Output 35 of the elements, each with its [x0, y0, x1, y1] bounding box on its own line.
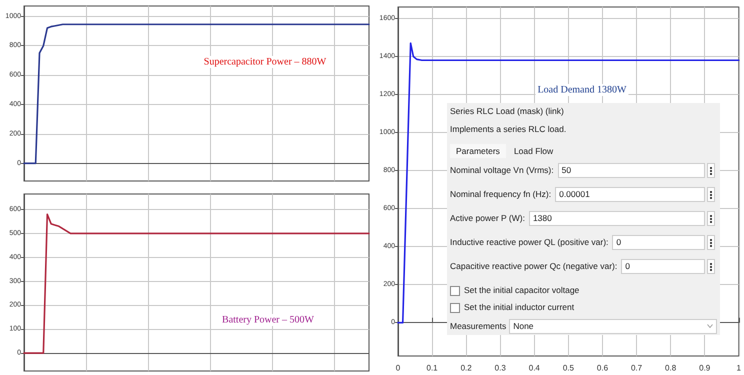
line-series [23, 24, 370, 164]
annotation: Load Demand 1380W [538, 84, 627, 96]
annotation: Capacitive reactive power Qc (negative var): [450, 261, 618, 271]
x-tick-label: 0.9 [699, 364, 711, 372]
annotation: Set the initial inductor current [464, 302, 574, 312]
annotation: Nominal frequency fn (Hz): [450, 189, 552, 199]
annotation: Implements a series RLC load. [450, 124, 566, 134]
annotation: 1380 [528, 211, 705, 226]
annotation: Parameters [450, 144, 506, 158]
x-tick-label: 0.6 [596, 364, 609, 372]
x-tick-label: 0.5 [562, 364, 574, 372]
annotation: Series RLC Load (mask) (link) [450, 106, 564, 116]
annotation: Inductive reactive power QL (positive var): [450, 237, 608, 247]
annotation: 0.00001 [555, 187, 705, 202]
annotation: None [509, 319, 717, 334]
annotation: Set the initial capacitor voltage [464, 285, 580, 295]
annotation: Load Flow [514, 146, 554, 156]
line-series [397, 42, 740, 324]
annotation: Nominal voltage Vn (Vrms): [450, 165, 554, 175]
annotation: 0 [612, 235, 705, 250]
x-tick-label: 0 [396, 364, 401, 372]
x-tick-label: 0.2 [460, 364, 472, 372]
x-tick-label: 0.8 [665, 364, 677, 372]
annotation: 50 [558, 163, 705, 178]
line-series [23, 214, 370, 354]
x-tick-label: 0.3 [494, 364, 506, 372]
x-tick-label: 0.4 [528, 364, 540, 372]
annotation: 0 [621, 259, 705, 274]
x-tick-label: 0.1 [426, 364, 438, 372]
annotation: Battery Power – 500W [222, 314, 315, 326]
annotation: Active power P (W): [450, 213, 525, 223]
annotation: Supercapacitor Power – 880W [204, 56, 327, 68]
x-tick-label: 0.7 [630, 364, 643, 372]
annotation: Measurements [450, 321, 506, 331]
x-tick-label: 1 [736, 364, 742, 372]
